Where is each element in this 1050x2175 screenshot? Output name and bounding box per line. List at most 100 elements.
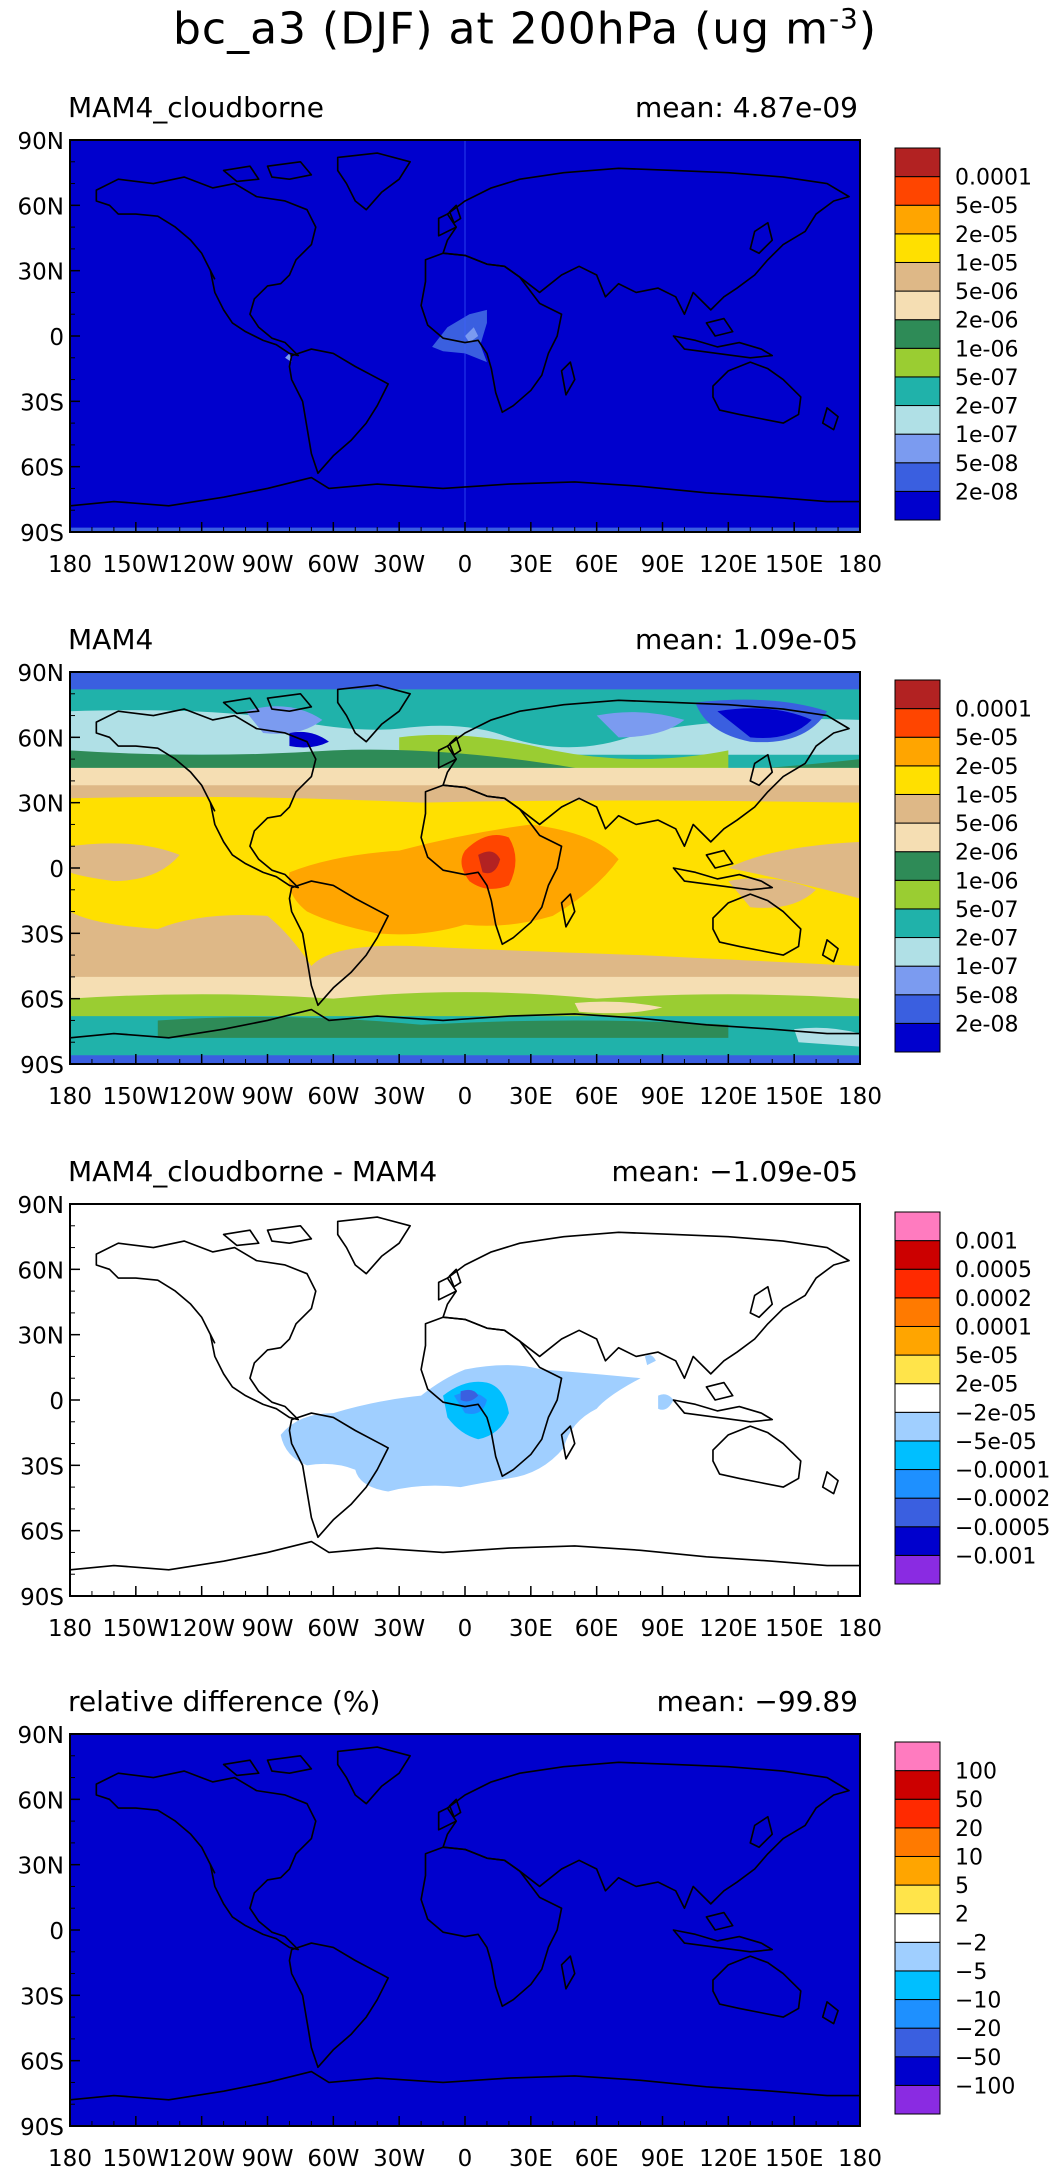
colorbar-box	[894, 1884, 941, 1915]
colorbar-label: 5	[955, 1874, 969, 1899]
colorbar-box	[894, 1325, 941, 1356]
contour-fill	[574, 1001, 663, 1014]
contour-fill	[465, 327, 479, 343]
colorbar-label: −2e-05	[955, 1401, 1037, 1426]
map-panel: MAM4_cloudborne mean: 4.87e-09 90N 60N 30N 0 3…	[18, 91, 1032, 578]
colorbar-box	[894, 1411, 941, 1442]
colorbar-box	[894, 1798, 941, 1829]
colorbar-label: −0.0001	[955, 1459, 1050, 1484]
figure-title: bc_a3 (DJF) at 200hPa (ug m-3)	[172, 2, 878, 55]
lat-tick-label: 30N	[18, 260, 64, 286]
colorbar-label: −0.0005	[955, 1516, 1050, 1541]
contour-fill	[728, 878, 817, 908]
panel-mean: mean: −1.09e-05	[611, 1155, 858, 1188]
colorbar-label: 2e-07	[955, 395, 1018, 420]
colorbar-box	[894, 233, 941, 263]
lon-tick-label: 30E	[509, 1084, 553, 1110]
lon-tick-label: 150W	[103, 1616, 170, 1642]
panel-title: MAM4_cloudborne - MAM4	[68, 1155, 437, 1188]
colorbar-box	[894, 261, 941, 292]
lon-tick-label: 180	[838, 552, 882, 578]
lat-tick-label: 30N	[18, 1854, 64, 1880]
contour-fill	[289, 731, 329, 748]
lat-tick-label: 0	[49, 325, 64, 351]
colorbar-box	[894, 765, 941, 795]
colorbar-box	[894, 405, 941, 435]
colorbar-box	[894, 1383, 941, 1413]
lat-tick-label: 90N	[18, 1723, 64, 1749]
colorbar-box	[894, 994, 941, 1024]
lat-tick-label: 90N	[18, 661, 64, 687]
lat-tick-label: 30N	[18, 1324, 64, 1350]
colorbar-label: 0.0001	[955, 166, 1032, 191]
lat-tick-label: 30N	[18, 792, 64, 818]
lon-tick-label: 120E	[699, 1616, 757, 1642]
colorbar-label: 5e-07	[955, 366, 1018, 391]
colorbar-box	[894, 851, 941, 881]
lon-tick-label: 120W	[168, 552, 235, 578]
colorbar-box	[894, 1022, 941, 1053]
colorbar-label: 0.0001	[955, 1315, 1032, 1340]
lat-tick-label: 90S	[20, 2115, 64, 2141]
lon-tick-label: 150E	[765, 1616, 823, 1642]
lon-tick-label: 120W	[168, 2146, 235, 2172]
lat-tick-label: 60N	[18, 726, 64, 752]
colorbar-label: 5e-06	[955, 280, 1018, 305]
colorbar-box	[894, 965, 941, 996]
contour-fill	[644, 1354, 656, 1366]
lon-tick-label: 0	[458, 2146, 473, 2172]
contour-fill	[245, 706, 323, 734]
lon-tick-label: 150W	[103, 2146, 170, 2172]
colorbar-label: 2e-08	[955, 1012, 1018, 1037]
colorbar-box	[894, 1970, 941, 2001]
colorbar-box	[894, 462, 941, 492]
lon-tick-label: 0	[458, 552, 473, 578]
colorbar-box	[894, 347, 941, 378]
colorbar-label: 1e-05	[955, 783, 1018, 808]
colorbar-box	[894, 290, 941, 321]
colorbar-box	[894, 2027, 941, 2058]
lat-tick-label: 0	[49, 857, 64, 883]
colorbar-box	[894, 1297, 941, 1327]
colorbar-box	[894, 1240, 941, 1270]
lon-tick-label: 150E	[765, 2146, 823, 2172]
lon-tick-label: 30W	[373, 552, 425, 578]
lon-tick-label: 150W	[103, 552, 170, 578]
lat-tick-label: 30S	[20, 1984, 64, 2010]
lon-tick-label: 120W	[168, 1084, 235, 1110]
map-panel: relative difference (%) mean: −99.89 90N 60…	[18, 1685, 1016, 2172]
map-area	[70, 672, 860, 1064]
colorbar-label: 0.001	[955, 1230, 1018, 1255]
lon-tick-label: 180	[48, 2146, 92, 2172]
lon-tick-label: 150W	[103, 1084, 170, 1110]
lon-tick-label: 180	[48, 552, 92, 578]
lon-tick-label: 0	[458, 1616, 473, 1642]
colorbar-label: 1e-06	[955, 337, 1018, 362]
lon-tick-label: 90E	[641, 552, 685, 578]
lat-tick-label: 60S	[20, 456, 64, 482]
lon-tick-label: 60E	[575, 552, 619, 578]
contour-fill	[70, 843, 180, 882]
lon-tick-label: 60W	[307, 2146, 359, 2172]
colorbar-box	[894, 1741, 941, 1772]
lon-tick-label: 30E	[509, 2146, 553, 2172]
colorbar-label: 0.0002	[955, 1287, 1032, 1312]
colorbar-label: 5e-08	[955, 984, 1018, 1009]
lon-tick-label: 180	[838, 1084, 882, 1110]
lon-tick-label: 180	[838, 1616, 882, 1642]
colorbar-box	[894, 1211, 941, 1242]
lat-tick-label: 0	[49, 1389, 64, 1415]
colorbar-label: −5	[955, 1960, 987, 1985]
lat-tick-label: 60S	[20, 1520, 64, 1546]
colorbar-label: 1e-06	[955, 869, 1018, 894]
lat-tick-label: 30S	[20, 922, 64, 948]
lon-tick-label: 90E	[641, 1084, 685, 1110]
colorbar-box	[894, 319, 941, 349]
lon-tick-label: 180	[48, 1084, 92, 1110]
lon-tick-label: 0	[458, 1084, 473, 1110]
lon-tick-label: 90W	[241, 1084, 293, 1110]
colorbar-label: 2e-07	[955, 927, 1018, 952]
colorbar-label: −10	[955, 1989, 1001, 2014]
lon-tick-label: 90W	[241, 2146, 293, 2172]
lon-tick-label: 60W	[307, 1616, 359, 1642]
